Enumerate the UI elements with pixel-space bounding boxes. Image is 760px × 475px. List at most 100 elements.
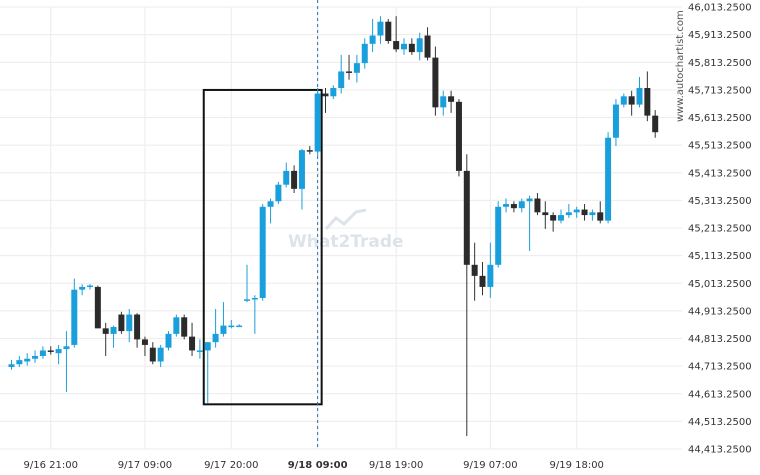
candle — [353, 54, 360, 83]
watermark-chart-icon — [324, 208, 367, 231]
candle — [181, 314, 188, 340]
candle — [236, 324, 243, 328]
candle — [338, 54, 345, 94]
candle-body — [204, 342, 211, 351]
y-tick-label: 45,513.2500 — [688, 141, 752, 152]
candle-body — [298, 150, 305, 189]
candle-body — [542, 212, 549, 216]
candle-body — [471, 264, 478, 276]
candle-body — [189, 336, 196, 351]
y-tick-label: 45,713.2500 — [688, 85, 752, 96]
candle-body — [346, 71, 353, 73]
candle-body — [71, 289, 78, 345]
candle-body — [487, 264, 494, 287]
candle-body — [149, 347, 156, 362]
candle-body — [463, 170, 470, 265]
candle — [259, 204, 266, 301]
candle-body — [110, 326, 117, 334]
candle-body — [102, 328, 109, 334]
candle — [589, 209, 596, 221]
candle — [440, 90, 447, 116]
candle-body — [8, 364, 15, 368]
candle — [63, 331, 70, 392]
candle — [220, 302, 227, 337]
y-tick-label: 45,013.2500 — [688, 279, 752, 290]
candle-body — [385, 21, 392, 42]
candle — [644, 71, 651, 122]
y-tick-label: 44,613.2500 — [688, 389, 752, 400]
candle — [55, 344, 62, 365]
candle — [612, 99, 619, 147]
candle — [196, 339, 203, 359]
candle — [118, 311, 125, 334]
candle — [8, 360, 15, 370]
candle-body — [408, 43, 415, 53]
candle — [471, 242, 478, 301]
candle — [628, 90, 635, 116]
candle-body — [165, 333, 172, 348]
candle — [157, 344, 164, 368]
candle-body — [479, 275, 486, 287]
candle — [550, 212, 557, 232]
y-tick-label: 44,513.2500 — [688, 417, 752, 428]
candle-body — [440, 96, 447, 108]
candle-body — [448, 96, 455, 102]
candle — [361, 38, 368, 69]
candle-body — [581, 209, 588, 216]
candle-body — [306, 150, 313, 152]
candle — [87, 284, 93, 290]
candle — [298, 148, 305, 210]
candle-body — [283, 170, 290, 185]
candle-body — [118, 314, 125, 332]
candle — [518, 198, 525, 213]
candle — [71, 278, 78, 348]
candle-body — [432, 57, 439, 108]
candle — [330, 85, 337, 100]
what2trade-watermark: What2Trade — [288, 208, 404, 252]
candle-body — [597, 212, 604, 221]
candle — [110, 325, 117, 348]
candle — [39, 346, 46, 359]
candle-body — [416, 38, 423, 53]
candle — [47, 346, 54, 355]
candle-body — [16, 360, 23, 365]
x-tick-label: 9/19 07:00 — [463, 460, 517, 471]
candle-body — [244, 299, 250, 301]
candles — [8, 16, 659, 437]
candle — [291, 165, 298, 193]
candle-body — [503, 204, 510, 207]
candle-body — [353, 63, 360, 73]
candle — [126, 309, 133, 343]
pattern-highlight — [202, 88, 323, 406]
x-tick-label: 9/16 21:00 — [24, 460, 78, 471]
candle — [377, 16, 384, 44]
candle-body — [251, 297, 258, 300]
candle-body — [228, 325, 235, 328]
candle-body — [196, 350, 203, 352]
candle — [526, 195, 533, 251]
y-tick-label: 45,813.2500 — [688, 58, 752, 69]
candle-body — [377, 21, 384, 36]
candle-body — [134, 314, 141, 340]
candle — [141, 336, 148, 356]
candle-body — [534, 198, 541, 213]
candle — [620, 93, 627, 108]
candle-body — [361, 43, 368, 64]
candle-body — [369, 35, 376, 44]
candle — [346, 54, 353, 80]
candle-body — [94, 286, 101, 329]
candle-body — [212, 333, 219, 343]
candle — [503, 198, 510, 213]
candle-body — [573, 209, 580, 213]
candle-body — [393, 41, 400, 50]
candle — [401, 38, 407, 55]
y-tick-label: 45,213.2500 — [688, 224, 752, 235]
candle-body — [652, 115, 659, 133]
candle — [605, 132, 612, 224]
x-tick-label: 9/18 19:00 — [369, 460, 423, 471]
candle-body — [24, 358, 31, 362]
candle-body — [612, 104, 619, 138]
candle — [369, 18, 376, 53]
candle-body — [455, 101, 462, 171]
candle — [455, 99, 462, 177]
